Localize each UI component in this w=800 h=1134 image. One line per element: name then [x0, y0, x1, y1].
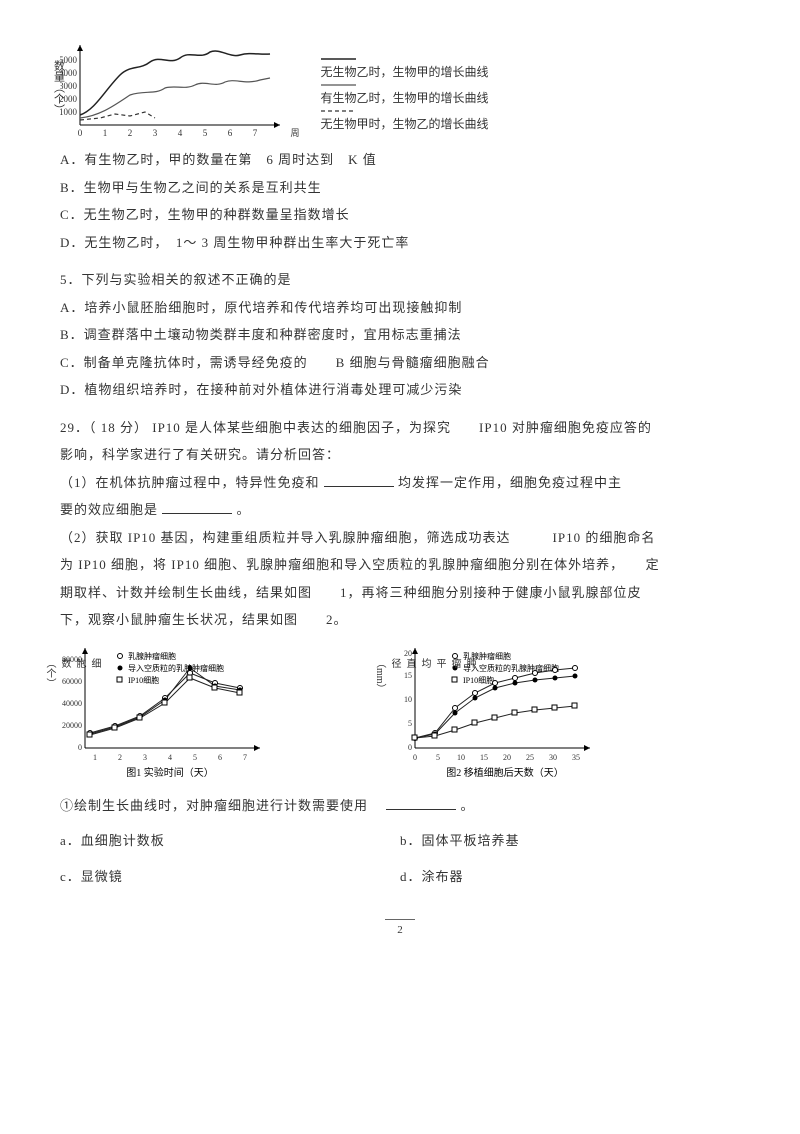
xtick: 1 — [103, 128, 108, 138]
chart3-xlabel: 图2 移植细胞后天数（天） — [446, 766, 564, 779]
text: 均发挥一定作用，细胞免疫过程中主 — [398, 475, 622, 490]
legend-item-2: 有生物乙时，生物甲的增长曲线 — [321, 81, 489, 107]
xtick: 30 — [549, 753, 557, 762]
legend-text: 无生物乙时，生物甲的增长曲线 — [321, 65, 489, 79]
xtick: 1 — [93, 753, 97, 762]
blank-3[interactable] — [386, 796, 456, 810]
opt-a: a．血细胞计数板 — [60, 831, 400, 851]
q29-p2d: 下，观察小鼠肿瘤生长状况，结果如图 2。 — [60, 610, 740, 630]
xlabel: 周 — [290, 128, 299, 138]
chart3: 0 5 10 15 20 0 5 10 15 20 25 30 35 图2 移植… — [390, 638, 710, 788]
ytick: 20000 — [62, 721, 82, 730]
xtick: 7 — [253, 128, 258, 138]
xtick: 10 — [457, 753, 465, 762]
xtick: 0 — [78, 128, 83, 138]
q5-d: D．植物组织培养时，在接种前对外植体进行消毒处理可减少污染 — [60, 380, 740, 400]
chart1-ylabel: 数量（个） — [50, 60, 67, 115]
ytick: 0 — [78, 743, 82, 752]
c3-s3 — [415, 706, 575, 738]
text: 。 — [237, 502, 251, 517]
page-number: 2 — [385, 919, 415, 939]
text: ①绘制生长曲线时，对肿瘤细胞进行计数需要使用 — [60, 798, 368, 813]
chart1: 1000 2000 3000 4000 5000 0 1 2 3 4 5 6 7… — [60, 40, 310, 140]
xtick: 6 — [228, 128, 233, 138]
ytick: 60000 — [62, 677, 82, 686]
legend-text: 有生物乙时，生物甲的增长曲线 — [321, 91, 489, 105]
xtick: 20 — [503, 753, 511, 762]
xtick: 35 — [572, 753, 580, 762]
q29-p1: （1）在机体抗肿瘤过程中，特异性免疫和 均发挥一定作用，细胞免疫过程中主 — [60, 473, 740, 493]
xtick: 7 — [243, 753, 247, 762]
xtick: 4 — [178, 128, 183, 138]
ytick: 20 — [404, 649, 412, 658]
text: （1）在机体抗肿瘤过程中，特异性免疫和 — [60, 475, 320, 490]
q29-sub1: ①绘制生长曲线时，对肿瘤细胞进行计数需要使用 。 — [60, 796, 740, 816]
series-1 — [80, 51, 270, 115]
legend: IP10细胞 — [128, 675, 159, 685]
xtick: 3 — [153, 128, 158, 138]
xtick: 25 — [526, 753, 534, 762]
q29-stem-a: 29．（ 18 分） IP10 是人体某些细胞中表达的细胞因子，为探究 IP10… — [60, 418, 740, 438]
legend: IP10细胞 — [463, 675, 494, 685]
opt-d: d．涂布器 — [400, 867, 740, 887]
q29-p2c: 期取样、计数并绘制生长曲线，结果如图 1，再将三种细胞分别接种于健康小鼠乳腺部位… — [60, 583, 740, 603]
q29-p2b: 为 IP10 细胞，将 IP10 细胞、乳腺肿瘤细胞和导入空质粒的乳腺肿瘤细胞分… — [60, 555, 740, 575]
chart2-xlabel: 图1 实验时间（天） — [126, 766, 214, 779]
chart1-legend: 无生物乙时，生物甲的增长曲线 有生物乙时，生物甲的增长曲线 无生物甲时，生物乙的… — [321, 55, 489, 133]
xtick: 15 — [480, 753, 488, 762]
xtick: 5 — [436, 753, 440, 762]
blank-2[interactable] — [162, 500, 232, 514]
q29-p1c: 要的效应细胞是 。 — [60, 500, 740, 520]
q29-opts-row1: a．血细胞计数板 b．固体平板培养基 — [60, 823, 740, 859]
q29-p2a: （2）获取 IP10 基因，构建重组质粒并导入乳腺肿瘤细胞，筛选成功表达 IP1… — [60, 528, 740, 548]
xtick: 3 — [143, 753, 147, 762]
xtick: 5 — [193, 753, 197, 762]
legend: 乳腺肿瘤细胞 — [128, 651, 176, 661]
q5-c: C．制备单克隆抗体时，需诱导经免疫的 B 细胞与骨髓瘤细胞融合 — [60, 353, 740, 373]
text: 要的效应细胞是 — [60, 502, 158, 517]
legend: 导入空质粒的乳腺肿瘤细胞 — [128, 663, 224, 673]
chart1-row: 1000 2000 3000 4000 5000 0 1 2 3 4 5 6 7… — [60, 40, 740, 140]
q5-b: B．调查群落中土壤动物类群丰度和种群密度时，宜用标志重捕法 — [60, 325, 740, 345]
series-2 — [80, 78, 270, 118]
ytick: 15 — [404, 671, 412, 680]
charts-row-2: 0 20000 40000 60000 80000 1 2 3 4 5 6 7 … — [60, 638, 740, 788]
xtick: 0 — [413, 753, 417, 762]
ytick: 0 — [408, 743, 412, 752]
option-c: C．无生物乙时，生物甲的种群数量呈指数增长 — [60, 205, 740, 225]
opt-c: c．显微镜 — [60, 867, 400, 887]
xtick: 4 — [168, 753, 172, 762]
xtick: 2 — [118, 753, 122, 762]
chart2: 0 20000 40000 60000 80000 1 2 3 4 5 6 7 … — [60, 638, 380, 788]
ytick: 5 — [408, 719, 412, 728]
ytick: 10 — [404, 695, 412, 704]
xtick: 5 — [203, 128, 208, 138]
opt-b: b．固体平板培养基 — [400, 831, 740, 851]
q5-a: A．培养小鼠胚胎细胞时，原代培养和传代培养均可出现接触抑制 — [60, 298, 740, 318]
ytick: 40000 — [62, 699, 82, 708]
xtick: 2 — [128, 128, 133, 138]
option-d: D．无生物乙时， 1～ 3 周生物甲种群出生率大于死亡率 — [60, 233, 740, 253]
legend-item-3: 无生物甲时，生物乙的增长曲线 — [321, 107, 489, 133]
blank-1[interactable] — [324, 473, 394, 487]
q29-stem-b: 影响，科学家进行了有关研究。请分析回答： — [60, 445, 740, 465]
xtick: 6 — [218, 753, 222, 762]
legend-text: 无生物甲时，生物乙的增长曲线 — [321, 117, 489, 131]
option-a: A．有生物乙时，甲的数量在第 6 周时达到 K 值 — [60, 150, 740, 170]
option-b: B．生物甲与生物乙之间的关系是互利共生 — [60, 178, 740, 198]
legend-item-1: 无生物乙时，生物甲的增长曲线 — [321, 55, 489, 81]
q29-opts-row2: c．显微镜 d．涂布器 — [60, 859, 740, 895]
q5-stem: 5．下列与实验相关的叙述不正确的是 — [60, 270, 740, 290]
text: 。 — [461, 798, 475, 813]
